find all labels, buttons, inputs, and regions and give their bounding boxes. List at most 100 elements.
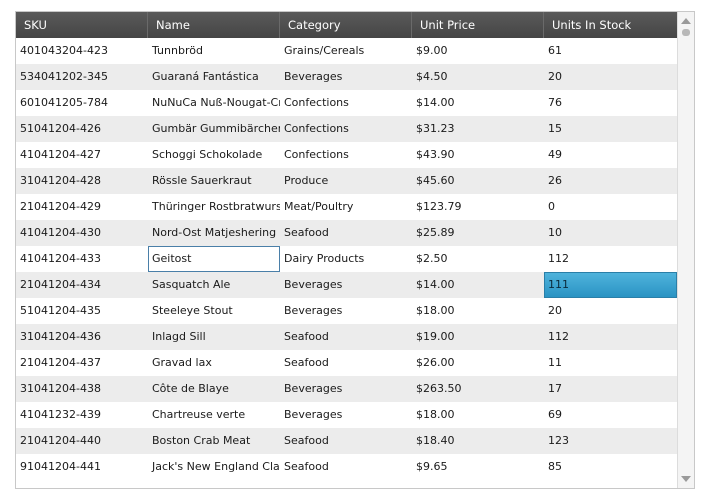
table-row[interactable]: 41041232-439 Chartreuse verte Beverages $18…: [16, 402, 677, 428]
cell-name[interactable]: NuNuCa Nuß-Nougat-Creme: [152, 96, 280, 109]
cell-unit-price[interactable]: $25.89: [416, 226, 455, 239]
cell-sku[interactable]: 41041232-439: [20, 408, 101, 421]
cell-name[interactable]: Sasquatch Ale: [152, 278, 231, 291]
cell-unit-price[interactable]: $31.23: [416, 122, 455, 135]
cell-sku[interactable]: 91041204-441: [20, 460, 101, 473]
cell-units-in-stock[interactable]: 76: [548, 96, 562, 109]
cell-sku[interactable]: 401043204-423: [20, 44, 108, 57]
scroll-thumb[interactable]: [682, 29, 690, 36]
table-row[interactable]: 41041204-430 Nord-Ost Matjeshering Seafood…: [16, 220, 677, 246]
cell-units-in-stock[interactable]: 11: [548, 356, 562, 369]
cell-category[interactable]: Beverages: [284, 278, 343, 291]
cell-units-in-stock[interactable]: 20: [548, 70, 562, 83]
cell-name[interactable]: Geitost: [148, 246, 280, 272]
arrow-up-icon[interactable]: [681, 18, 691, 24]
cell-name[interactable]: Thüringer Rostbratwurst: [152, 200, 280, 213]
table-row[interactable]: 21041204-440 Boston Crab Meat Seafood $18.4…: [16, 428, 677, 454]
table-row[interactable]: 91041204-441 Jack's New England Clam Chow…: [16, 454, 677, 480]
cell-name[interactable]: Chartreuse verte: [152, 408, 246, 421]
cell-category[interactable]: Confections: [284, 148, 349, 161]
cell-sku[interactable]: 31041204-436: [20, 330, 101, 343]
cell-name[interactable]: Côte de Blaye: [152, 382, 229, 395]
cell-units-in-stock[interactable]: 112: [548, 252, 569, 265]
table-row[interactable]: 21041204-434 Sasquatch Ale Beverages $14.00…: [16, 272, 677, 298]
cell-unit-price[interactable]: $9.65: [416, 460, 448, 473]
cell-category[interactable]: Seafood: [284, 226, 329, 239]
table-row[interactable]: 41041204-427 Schoggi Schokolade Confection…: [16, 142, 677, 168]
cell-sku[interactable]: 31041204-438: [20, 382, 101, 395]
table-row[interactable]: 31041204-436 Inlagd Sill Seafood $19.00 112: [16, 324, 677, 350]
cell-unit-price[interactable]: $18.00: [416, 408, 455, 421]
cell-units-in-stock[interactable]: 15: [548, 122, 562, 135]
column-header-unit-price[interactable]: Unit Price: [412, 12, 544, 38]
cell-units-in-stock[interactable]: 123: [548, 434, 569, 447]
cell-category[interactable]: Seafood: [284, 460, 329, 473]
cell-units-in-stock[interactable]: 20: [548, 304, 562, 317]
vertical-scrollbar[interactable]: [677, 12, 694, 488]
cell-category[interactable]: Beverages: [284, 382, 343, 395]
cell-category[interactable]: Seafood: [284, 434, 329, 447]
cell-name[interactable]: Gravad lax: [152, 356, 212, 369]
cell-units-in-stock[interactable]: 69: [548, 408, 562, 421]
cell-unit-price[interactable]: $18.40: [416, 434, 455, 447]
cell-unit-price[interactable]: $18.00: [416, 304, 455, 317]
column-header-name[interactable]: Name: [148, 12, 280, 38]
cell-unit-price[interactable]: $45.60: [416, 174, 455, 187]
cell-units-in-stock[interactable]: 17: [548, 382, 562, 395]
cell-units-in-stock[interactable]: 61: [548, 44, 562, 57]
cell-name[interactable]: Gumbär Gummibärchen: [152, 122, 280, 135]
cell-units-in-stock[interactable]: 26: [548, 174, 562, 187]
cell-category[interactable]: Grains/Cereals: [284, 44, 365, 57]
cell-unit-price[interactable]: $14.00: [416, 278, 455, 291]
table-row[interactable]: 21041204-437 Gravad lax Seafood $26.00 11: [16, 350, 677, 376]
cell-sku[interactable]: 41041204-430: [20, 226, 101, 239]
cell-units-in-stock[interactable]: 0: [548, 200, 555, 213]
cell-units-in-stock[interactable]: 49: [548, 148, 562, 161]
column-header-sku[interactable]: SKU: [16, 12, 148, 38]
cell-sku[interactable]: 21041204-434: [20, 278, 101, 291]
cell-sku[interactable]: 51041204-435: [20, 304, 101, 317]
cell-units-in-stock[interactable]: 112: [548, 330, 569, 343]
cell-sku[interactable]: 21041204-429: [20, 200, 101, 213]
cell-units-in-stock[interactable]: 85: [548, 460, 562, 473]
table-row[interactable]: 51041204-435 Steeleye Stout Beverages $18.0…: [16, 298, 677, 324]
cell-unit-price[interactable]: $19.00: [416, 330, 455, 343]
table-row[interactable]: 21041204-429 Thüringer Rostbratwurst Meat/…: [16, 194, 677, 220]
cell-sku[interactable]: 601041205-784: [20, 96, 108, 109]
cell-unit-price[interactable]: $263.50: [416, 382, 462, 395]
cell-name[interactable]: Schoggi Schokolade: [152, 148, 263, 161]
cell-unit-price[interactable]: $2.50: [416, 252, 448, 265]
table-row[interactable]: 41041204-433 Geitost Dairy Products $2.50 11…: [16, 246, 677, 272]
cell-unit-price[interactable]: $26.00: [416, 356, 455, 369]
cell-category[interactable]: Seafood: [284, 330, 329, 343]
cell-name[interactable]: Tunnbröd: [152, 44, 203, 57]
cell-units-in-stock[interactable]: 10: [548, 226, 562, 239]
cell-sku[interactable]: 31041204-428: [20, 174, 101, 187]
cell-name[interactable]: Jack's New England Clam Chowder: [152, 460, 280, 473]
cell-sku[interactable]: 21041204-440: [20, 434, 101, 447]
table-row[interactable]: 534041202-345 Guaraná Fantástica Beverages…: [16, 64, 677, 90]
cell-category[interactable]: Confections: [284, 96, 349, 109]
cell-sku[interactable]: 41041204-433: [20, 252, 101, 265]
cell-sku[interactable]: 21041204-437: [20, 356, 101, 369]
table-row[interactable]: 601041205-784 NuNuCa Nuß-Nougat-Creme Conf…: [16, 90, 677, 116]
cell-unit-price[interactable]: $9.00: [416, 44, 448, 57]
cell-name[interactable]: Rössle Sauerkraut: [152, 174, 252, 187]
data-grid[interactable]: SKU Name Category Unit Price Units In St…: [15, 11, 695, 489]
table-row[interactable]: 51041204-426 Gumbär Gummibärchen Confectio…: [16, 116, 677, 142]
cell-unit-price[interactable]: $43.90: [416, 148, 455, 161]
cell-category[interactable]: Beverages: [284, 304, 343, 317]
cell-name[interactable]: Boston Crab Meat: [152, 434, 251, 447]
cell-units-in-stock[interactable]: 111: [544, 272, 677, 298]
cell-name[interactable]: Guaraná Fantástica: [152, 70, 259, 83]
cell-unit-price[interactable]: $4.50: [416, 70, 448, 83]
cell-unit-price[interactable]: $123.79: [416, 200, 462, 213]
arrow-down-icon[interactable]: [681, 476, 691, 482]
cell-category[interactable]: Meat/Poultry: [284, 200, 354, 213]
cell-name[interactable]: Steeleye Stout: [152, 304, 233, 317]
cell-category[interactable]: Seafood: [284, 356, 329, 369]
column-header-category[interactable]: Category: [280, 12, 412, 38]
cell-category[interactable]: Beverages: [284, 70, 343, 83]
cell-category[interactable]: Beverages: [284, 408, 343, 421]
table-row[interactable]: 31041204-428 Rössle Sauerkraut Produce $45.…: [16, 168, 677, 194]
